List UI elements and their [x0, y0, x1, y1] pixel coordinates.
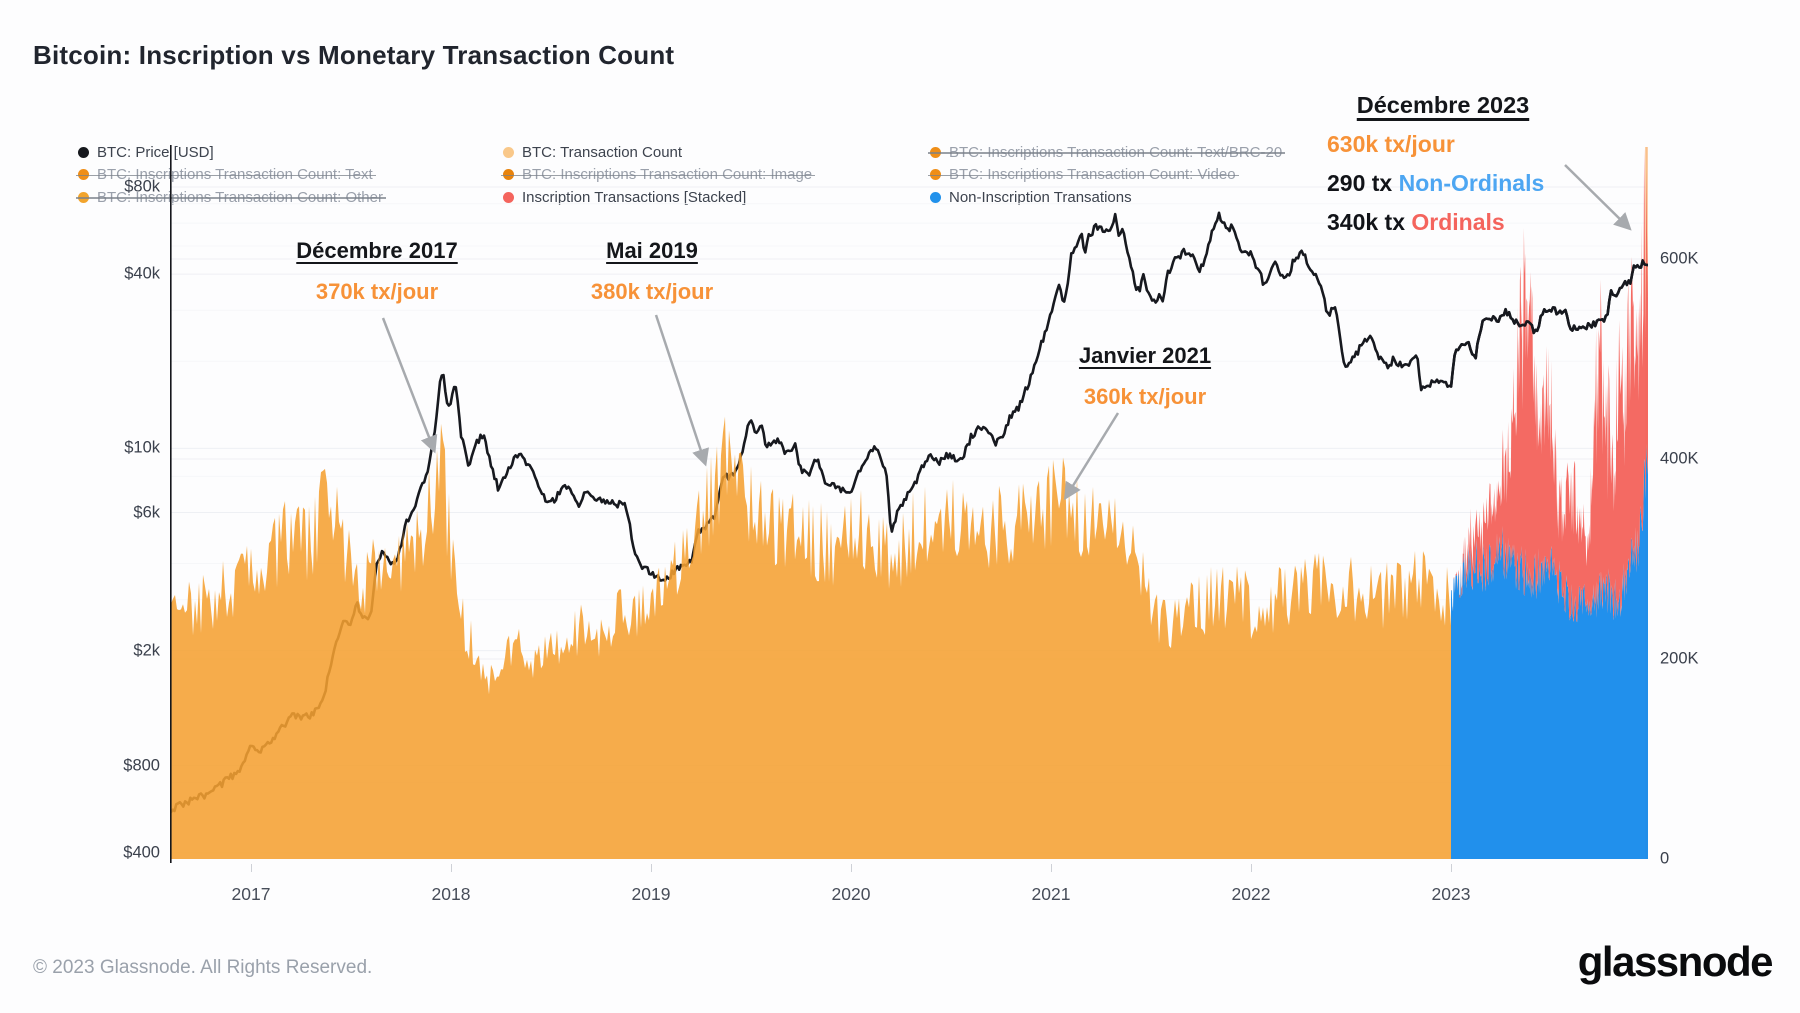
x-axis-tickmark: [1251, 864, 1252, 872]
y-axis-count-tick: 600K: [1660, 249, 1699, 268]
x-axis-year-label: 2021: [1031, 884, 1071, 904]
annotation-mai-2019: Mai 2019 380k tx/jour: [591, 238, 713, 304]
legend-item-insc-video[interactable]: BTC: Inscriptions Transaction Count: Vid…: [928, 165, 1239, 185]
legend-item-insc-stacked[interactable]: Inscription Transactions [Stacked]: [503, 187, 746, 207]
annotation-dec-2017: Décembre 2017 370k tx/jour: [296, 238, 457, 304]
x-axis-tickmark: [651, 864, 652, 872]
x-axis-tickmark: [451, 864, 452, 872]
annotation-value: 380k tx/jour: [590, 279, 714, 304]
non-ordinals-count: 290 tx: [1327, 170, 1393, 196]
x-axis-year-label: 2019: [631, 884, 671, 904]
x-axis-tickmark: [1451, 864, 1452, 872]
x-axis-tickmark: [1051, 864, 1052, 872]
annotation-title: Mai 2019: [606, 238, 698, 263]
x-axis-year-label: 2020: [831, 884, 871, 904]
legend-item-tx-count[interactable]: BTC: Transaction Count: [503, 142, 682, 162]
annotation-title: Décembre 2023: [1356, 92, 1530, 118]
y-axis-count-tick: 200K: [1660, 649, 1699, 668]
annotation-value: 370k tx/jour: [315, 279, 439, 304]
x-axis-year-label: 2023: [1431, 884, 1471, 904]
page-title: Bitcoin: Inscription vs Monetary Transac…: [33, 40, 675, 70]
legend-label: Non-Inscription Transations: [949, 188, 1132, 206]
y-axis-price-tick: $2k: [133, 641, 160, 660]
legend-dot-btc-price: [78, 146, 89, 158]
legend-item-insc-text-brc20[interactable]: BTC: Inscriptions Transaction Count: Tex…: [927, 142, 1286, 162]
y-axis-count-tick: 0: [1660, 849, 1670, 868]
x-axis-year-label: 2017: [231, 884, 271, 904]
y-axis-price-tick: $10k: [124, 438, 160, 457]
y-axis-price-tick: $400: [123, 843, 160, 862]
x-axis-tickmark: [251, 864, 252, 872]
legend-label: Inscription Transactions [Stacked]: [522, 188, 747, 206]
legend-label: BTC: Price [USD]: [97, 143, 214, 161]
legend-item-insc-other[interactable]: BTC: Inscriptions Transaction Count: Oth…: [76, 187, 386, 207]
legend-item-btc-price[interactable]: BTC: Price [USD]: [78, 142, 214, 162]
legend-label: BTC: Transaction Count: [522, 143, 683, 161]
x-axis-tickmark: [851, 864, 852, 872]
annotation-value-total: 630k tx/jour: [1327, 131, 1455, 157]
annotation-value-non-ordinals: 290 tx Non-Ordinals: [1327, 168, 1559, 198]
y-axis-price-tick: $6k: [133, 503, 160, 522]
glassnode-logo: glassnode: [1577, 938, 1774, 985]
annotation-title: Décembre 2017: [296, 238, 458, 263]
non-ordinals-label: Non-Ordinals: [1398, 170, 1545, 196]
legend-item-insc-text[interactable]: BTC: Inscriptions Transaction Count: Tex…: [76, 165, 376, 185]
y-axis-count-tick: 400K: [1660, 449, 1699, 468]
y-axis-price-tick: $800: [123, 756, 160, 775]
chart-plot[interactable]: [170, 145, 1648, 863]
y-axis-price-tick: $40k: [124, 264, 160, 283]
legend-item-non-insc[interactable]: Non-Inscription Transations: [930, 187, 1132, 207]
x-axis-year-label: 2018: [431, 884, 471, 904]
annotation-value-ordinals: 340k tx Ordinals: [1327, 207, 1559, 237]
legend-item-insc-image[interactable]: BTC: Inscriptions Transaction Count: Ima…: [500, 165, 816, 185]
ordinals-label: Ordinals: [1411, 209, 1505, 235]
y-axis-price-tick: $80k: [124, 177, 160, 196]
annotation-value: 360k tx/jour: [1083, 384, 1207, 409]
annotation-dec-2023: Décembre 2023 630k tx/jour 290 tx Non-Or…: [1327, 90, 1559, 237]
legend-dot-tx-count: [503, 146, 514, 158]
annotation-jan-2021: Janvier 2021 360k tx/jour: [1079, 343, 1211, 409]
ordinals-count: 340k tx: [1327, 209, 1406, 235]
copyright-text: © 2023 Glassnode. All Rights Reserved.: [33, 957, 373, 978]
x-axis-year-label: 2022: [1231, 884, 1271, 904]
legend-dot-insc-stacked: [503, 191, 514, 203]
legend-dot-non-insc: [930, 191, 941, 203]
annotation-title: Janvier 2021: [1078, 343, 1212, 368]
